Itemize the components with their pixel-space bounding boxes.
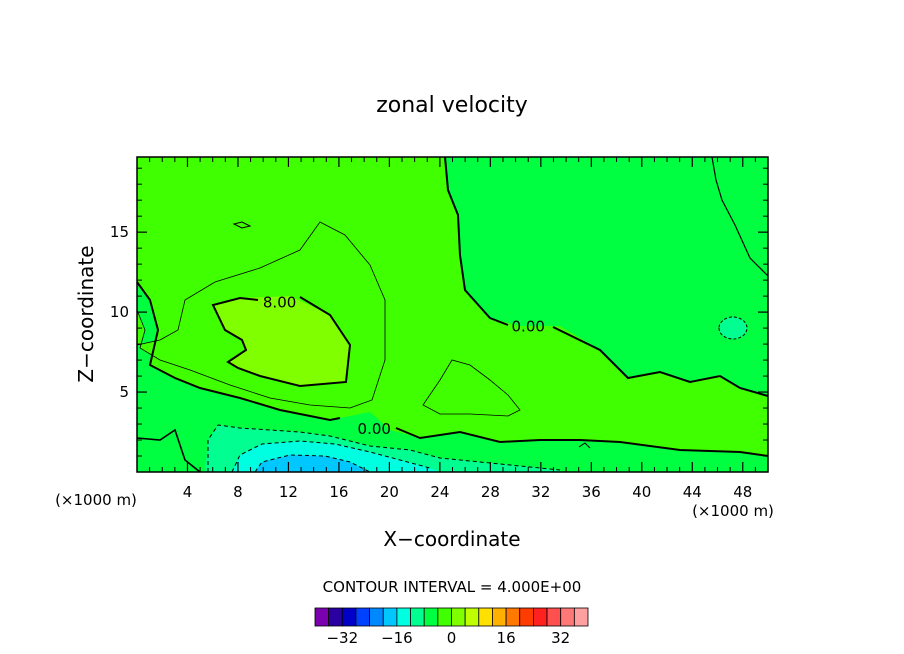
- colorbar-label-1: −16: [381, 629, 413, 647]
- x-axis-label: X−coordinate: [383, 527, 520, 551]
- x-tick-label-6: 28: [481, 483, 500, 501]
- x-tick-label-8: 36: [582, 483, 601, 501]
- colorbar-swatch-5: [382, 607, 398, 627]
- x-tick-label-9: 40: [632, 483, 651, 501]
- x-tick-label-3: 16: [329, 483, 348, 501]
- region-0-4-lower: [137, 282, 768, 472]
- x-tick-label-0: 4: [183, 483, 193, 501]
- region-minus-12-8: [255, 455, 370, 472]
- colorbar-swatch-16: [533, 607, 548, 627]
- contour-zero-topright: [711, 156, 769, 277]
- colorbar-swatch-0: [314, 607, 330, 627]
- colorbar-swatch-17: [546, 607, 562, 627]
- x-tick-label-2: 12: [279, 483, 298, 501]
- colorbar-swatch-19: [573, 607, 589, 627]
- y-tick-label-1: 10: [110, 303, 129, 321]
- contour-small-anomaly: [718, 316, 748, 340]
- contour-zero-upper: [444, 156, 769, 397]
- contour-zero-bottom: [136, 428, 201, 473]
- region-8-12-core: [213, 296, 350, 386]
- x-tick-label-1: 8: [233, 483, 243, 501]
- colorbar-swatch-1: [328, 607, 343, 627]
- y-tick-label-0: 5: [119, 383, 129, 401]
- x-unit-left: (×1000 m): [55, 491, 137, 509]
- contour-small-right-bottom: [578, 442, 591, 449]
- contour-zero-lower: [136, 281, 769, 457]
- colorbar-label-3: 16: [497, 629, 516, 647]
- contour-label-0: 8.00: [263, 294, 296, 312]
- colorbar: −32 −16 0 16 32: [314, 607, 589, 647]
- colorbar-swatch-2: [341, 607, 357, 627]
- colorbar-swatch-9: [437, 607, 452, 627]
- chart-title: zonal velocity: [376, 93, 528, 118]
- contour-labels: 8.00 0.00 0.00: [263, 294, 545, 438]
- colorbar-label-0: −32: [326, 629, 358, 647]
- colorbar-swatch-13: [492, 607, 507, 627]
- colorbar-swatch-18: [560, 607, 575, 627]
- contour-label-2: 0.00: [358, 420, 391, 438]
- colorbar-swatch-14: [505, 607, 521, 627]
- colorbar-swatch-4: [369, 607, 384, 627]
- colorbar-label-4: 32: [551, 629, 570, 647]
- colorbar-swatch-11: [464, 607, 480, 627]
- contour-small-top: [232, 221, 252, 229]
- x-tick-label-4: 20: [380, 483, 399, 501]
- colorbar-swatch-15: [519, 607, 534, 627]
- region-4-8-middle: [423, 360, 520, 416]
- colorbar-swatch-8: [423, 607, 439, 627]
- region-0-4-upper-right: [445, 157, 768, 396]
- x-tick-label-7: 32: [531, 483, 550, 501]
- y-axis-label: Z−coordinate: [74, 245, 98, 382]
- contour-lines: [136, 156, 769, 473]
- contour-minus-8: [231, 440, 431, 473]
- contour-8-core: [211, 296, 352, 388]
- contour-minus-4: [207, 424, 561, 472]
- x-unit-right: (×1000 m): [692, 502, 774, 520]
- contour-4-left: [136, 221, 386, 409]
- contour-minus-12: [254, 454, 371, 473]
- region-small-anomaly: [719, 317, 747, 339]
- x-tick-label-5: 24: [430, 483, 449, 501]
- y-tick-label-2: 15: [110, 223, 129, 241]
- x-tick-label-10: 44: [683, 483, 702, 501]
- x-tick-label-11: 48: [733, 483, 752, 501]
- colorbar-label-2: 0: [447, 629, 457, 647]
- colorbar-swatch-6: [396, 607, 411, 627]
- colorbar-swatch-10: [451, 607, 466, 627]
- colorbar-swatch-3: [355, 607, 371, 627]
- contour-4-middle: [422, 359, 521, 417]
- colorbar-swatch-12: [478, 607, 493, 627]
- contour-label-1: 0.00: [512, 317, 545, 335]
- contour-interval-text: CONTOUR INTERVAL = 4.000E+00: [323, 578, 582, 596]
- colorbar-swatch-7: [410, 607, 425, 627]
